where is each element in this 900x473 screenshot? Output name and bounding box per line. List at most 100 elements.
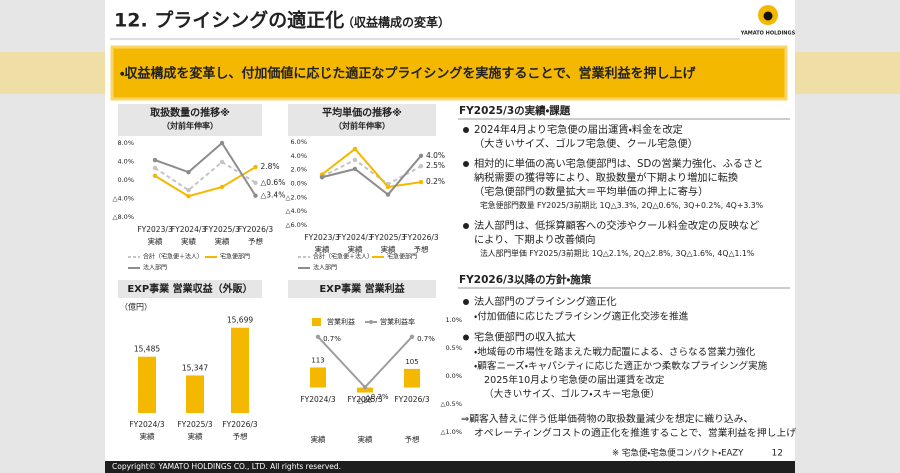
x-tick-note: 実績 [381,244,396,254]
bullet [463,223,469,229]
bullet-text: 法人部門のプライシング適正化 [474,295,617,308]
legend-label: 宅急便部門 [387,253,417,261]
point [186,187,191,193]
bar [186,375,204,413]
bar [138,356,156,413]
value-label: △28 [358,397,372,405]
y-tick-label: 8.0% [117,139,134,147]
x-tick-note: 実績 [188,431,203,441]
section-heading: FY2026/3以降の方針・施策 [459,273,592,286]
chart-header [288,280,436,298]
x-tick-note: 実績 [311,434,326,444]
logo-text: YAMATO HOLDINGS [740,31,796,37]
end-label: 2.5% [426,161,445,170]
y-tick-label: △6.0% [285,221,307,229]
point [352,166,358,172]
logo-cat [763,11,773,21]
x-tick-label: FY2026/3 [222,420,258,429]
chart-header [118,280,262,298]
banner-text: ・収益構成を変革し、付加価値に応じた適正なプライシングを実施することで、営業利益… [120,66,697,82]
bullet [463,161,469,167]
end-label: △3.4% [261,191,286,200]
x-tick-label: FY2025/3 [204,225,240,234]
point [152,157,158,163]
x-tick-label: FY2024/3 [300,395,336,404]
point [253,180,258,185]
x-tick-note: 実績 [315,244,330,254]
unit-label: （億円） [120,302,152,312]
series-line [321,158,422,186]
x-tick-note: 実績 [140,431,155,441]
x-tick-note: 実績 [348,244,363,254]
y2-tick-label: △0.5% [440,400,462,408]
conclusion-text: オペレーティングコストの適正化を推進することで、営業利益を押し上げ [474,426,796,439]
footnote: ※ 宅急便・宅急便コンパクト・EAZY [612,448,744,459]
bullet [463,334,469,341]
point [409,334,415,339]
y-tick-label: 2.0% [290,166,307,174]
end-label: 4.0% [426,151,445,160]
point [319,175,325,180]
legend-label: 営業利益率 [380,317,415,326]
bullet-text: により、下期より改善傾向 [474,233,595,246]
section-heading: FY2025/3の実績・課題 [459,104,571,117]
x-tick-label: FY2026/3 [394,395,430,404]
point [219,140,225,146]
series-line [321,155,422,196]
legend-label: 法人部門 [143,264,167,272]
bar [357,387,373,393]
bullet-text: （宅急便部門の数量拡大＝平均単価の押上に寄与） [474,185,708,198]
y-tick-label: 4.0% [117,158,134,166]
value-label: 15,699 [227,316,253,325]
sub-text: ・顧客ニーズ・キャパシティに応じた適正かつ柔軟なプライシング実施 [474,360,768,372]
series-line [321,147,422,189]
x-tick-label: FY2025/3 [347,395,383,404]
copyright: Copyright© YAMATO HOLDINGS CO., LTD. All… [112,462,341,471]
conclusion-text: ⇒顧客入替えに伴う低単価荷物の取扱数量減少を想定に織り込み、 [461,412,753,425]
point [352,146,358,152]
x-tick-note: 予想 [233,431,248,441]
bullet-note: 宅急便部門数量 FY2025/3前期比 1Q△3.3%, 2Q△0.6%, 3Q… [480,200,763,210]
chart-title: EXP事業 営業利益 [319,282,405,295]
bullet-text: 相対的に単価の高い宅急便部門は、SDの営業力強化、ふるさと [474,157,763,170]
x-tick-note: 実績 [148,236,163,246]
x-tick-label: FY2023/3 [304,233,340,242]
bullet-text: 納税需要の獲得等により、取扱数量が下期より増加に転換 [474,171,738,184]
y-tick-label: 6.0% [290,138,307,146]
point [152,165,158,171]
x-tick-label: FY2026/3 [403,233,439,242]
legend-swatch [312,318,321,326]
chart-subtitle: （対前年伸率） [162,121,218,131]
point [362,385,368,390]
bullet-text: 宅急便部門の収入拡大 [474,331,576,344]
bullet-text: 法人部門は、低採算顧客への交渉やクール料金改定の反映など [474,219,759,232]
point [418,153,424,159]
chart-title: 平均単価の推移※ [322,106,402,119]
point [418,164,424,169]
bullet [463,127,469,133]
y2-tick-label: 1.0% [445,316,462,324]
chart-title: 取扱数量の推移※ [150,106,230,119]
series-line [154,141,257,197]
value-label: 0.7% [323,335,341,343]
point [152,173,158,179]
chart-header [118,104,262,136]
x-tick-label: FY2026/3 [238,225,274,234]
value-label: 113 [311,356,324,364]
sub-text: （大きいサイズ、ゴルフ・スキー宅急便） [484,388,660,400]
legend-label: 合計（宅急便＋法人） [313,253,373,261]
title: 12. プライシングの適正化 [114,9,344,32]
legend-label: 法人部門 [313,264,337,272]
series-line [154,166,257,198]
blurred-banner-right [795,52,900,94]
point [253,193,258,198]
x-tick-label: FY2024/3 [129,420,165,429]
x-tick-label: FY2025/3 [370,233,406,242]
blurred-banner-left [0,52,105,94]
sub-text: 2025年10月より宅急便の届出運賃を改定 [484,374,665,386]
value-label: 0.7% [417,335,435,343]
charts: 取扱数量の推移※（対前年伸率）8.0%4.0%0.0%△4.0%△8.0%FY2… [112,104,462,444]
value-label: 15,485 [134,345,160,354]
